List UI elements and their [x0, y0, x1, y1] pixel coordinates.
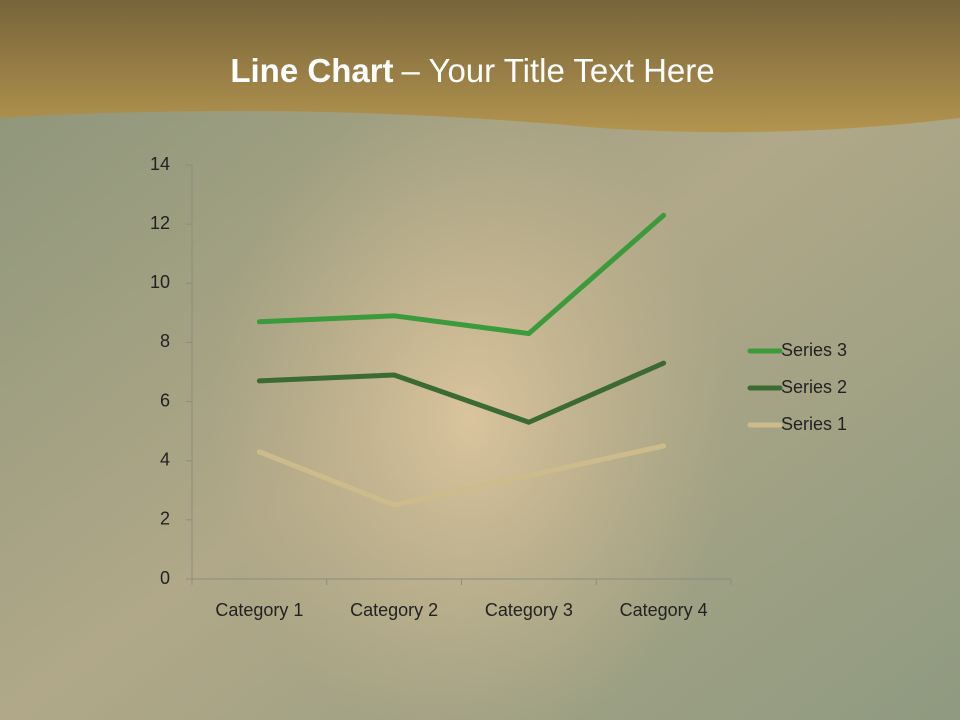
- title-bold: Line Chart: [230, 52, 394, 89]
- series-line: [256, 212, 667, 337]
- y-tick-label: 8: [160, 331, 170, 351]
- slide-title: Line Chart – Your Title Text Here: [0, 52, 945, 90]
- title-banner: [0, 0, 960, 133]
- title-rest: – Your Title Text Here: [401, 52, 715, 89]
- y-tick-label: 10: [150, 272, 170, 292]
- legend-label: Series 1: [781, 414, 847, 434]
- series-line: [256, 360, 667, 425]
- x-tick-label: Category 4: [620, 600, 708, 620]
- legend-label: Series 3: [781, 340, 847, 360]
- x-tick-label: Category 2: [350, 600, 438, 620]
- legend-label: Series 2: [781, 377, 847, 397]
- y-tick-label: 12: [150, 213, 170, 233]
- y-tick-label: 14: [150, 154, 170, 174]
- y-tick-label: 0: [160, 568, 170, 588]
- x-tick-label: Category 1: [215, 600, 303, 620]
- background-photo: [210, 90, 730, 720]
- series-line: [256, 443, 667, 508]
- x-tick-label: Category 3: [485, 600, 573, 620]
- y-tick-label: 4: [160, 449, 170, 469]
- y-tick-label: 2: [160, 509, 170, 529]
- y-tick-label: 6: [160, 390, 170, 410]
